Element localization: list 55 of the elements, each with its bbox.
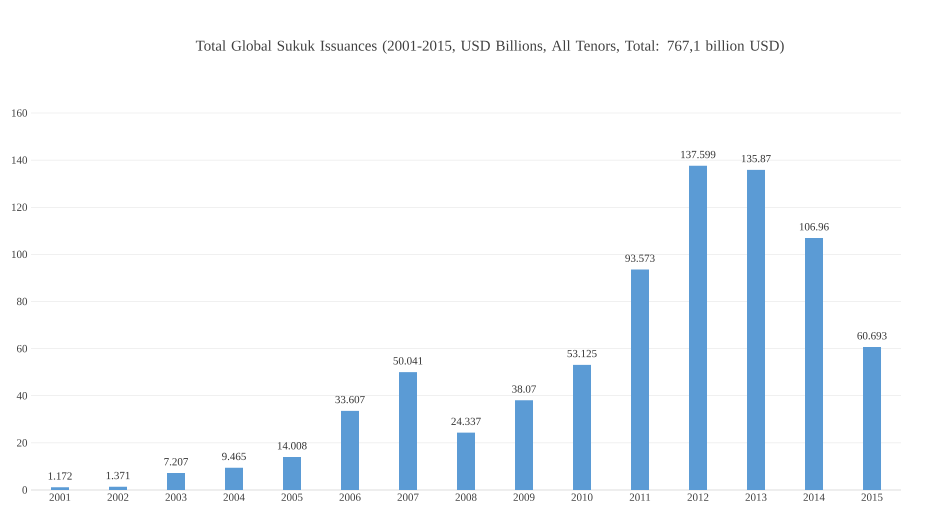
data-label: 33.607	[335, 396, 365, 404]
x-tick-label: 2009	[514, 494, 535, 501]
y-tick-label: 120	[12, 204, 28, 211]
x-tick-label: 2012	[688, 494, 708, 501]
x-tick-label: 2015	[862, 494, 883, 501]
data-label: 7.207	[164, 458, 188, 466]
x-tick-label: 2013	[746, 494, 767, 501]
data-label: 53.125	[568, 350, 597, 358]
y-tick-label: 0	[22, 486, 28, 494]
bar	[515, 400, 534, 490]
x-tick-label: 2003	[166, 494, 187, 501]
data-label: 106.96	[800, 223, 829, 230]
y-tick-label: 60	[16, 344, 28, 352]
x-tick-label: 2014	[804, 494, 825, 501]
x-tick-label: 2008	[456, 494, 477, 501]
bar	[631, 270, 650, 490]
x-tick-label: 2011	[630, 494, 650, 501]
bar	[573, 364, 592, 490]
data-label: 50.041	[394, 357, 422, 365]
bar	[109, 486, 127, 490]
bar	[747, 170, 766, 490]
data-label: 60.693	[857, 332, 887, 340]
data-label: 1.371	[106, 472, 130, 480]
y-tick-label: 40	[16, 392, 28, 400]
y-tick-label: 100	[12, 250, 28, 258]
y-tick-label: 140	[12, 156, 28, 164]
bar	[225, 468, 244, 490]
bar	[167, 473, 185, 490]
x-tick-label: 2010	[572, 494, 593, 501]
x-tick-label: 2002	[108, 494, 128, 501]
data-label: 135.87	[742, 154, 771, 162]
bar	[863, 346, 882, 490]
bar	[283, 456, 302, 490]
y-tick-label: 80	[16, 298, 28, 306]
bar	[51, 487, 69, 490]
y-tick-label: 20	[17, 439, 28, 447]
data-label: 38.07	[512, 385, 536, 393]
bar	[457, 432, 476, 490]
data-label: 93.573	[625, 254, 655, 262]
y-tick-label: 160	[12, 109, 28, 117]
bar	[341, 410, 360, 490]
data-label: 24.337	[451, 418, 481, 426]
x-tick-label: 2001	[50, 494, 70, 501]
bar	[689, 166, 708, 490]
x-tick-label: 2004	[224, 494, 245, 501]
data-label: 1.172	[48, 472, 72, 480]
x-tick-label: 2005	[282, 494, 303, 501]
chart-title: Total Global Sukuk Issuances (2001-2015, USD Billions, All Tenors, Total: 767,1 billion USD)	[196, 40, 784, 54]
x-tick-label: 2006	[340, 494, 361, 501]
x-tick-label: 2007	[398, 494, 419, 501]
data-label: 14.008	[278, 442, 307, 450]
data-label: 137.599	[681, 150, 716, 158]
bar	[399, 372, 418, 490]
data-label: 9.465	[222, 452, 246, 460]
bar	[805, 238, 824, 490]
